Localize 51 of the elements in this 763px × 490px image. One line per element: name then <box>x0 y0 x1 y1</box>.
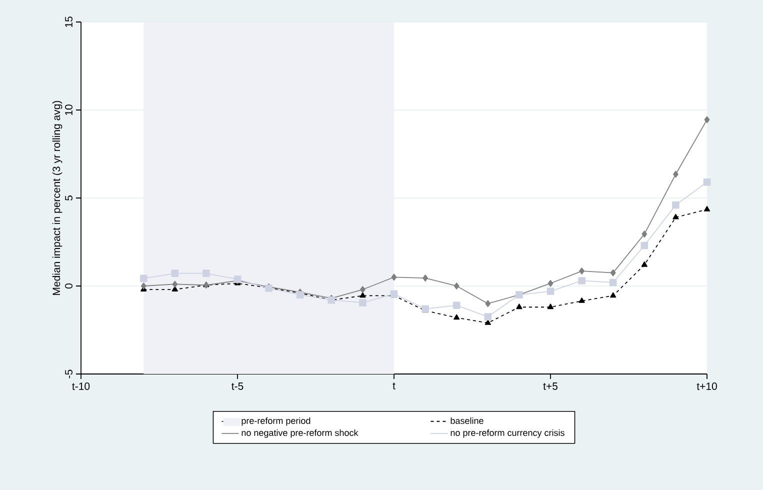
x-tick-label: t+10 <box>696 382 717 390</box>
point <box>485 300 491 308</box>
point <box>642 230 648 238</box>
y-tick-label: 5 <box>65 196 72 200</box>
point <box>454 282 460 290</box>
x-tick-label: t-5 <box>232 382 244 390</box>
point <box>171 270 179 277</box>
point <box>452 302 460 310</box>
y-tick-label: 15 <box>65 16 72 28</box>
x-tick-label: t+5 <box>543 382 558 390</box>
point <box>672 214 679 220</box>
legend-label: no pre-reform currency crisis <box>450 429 564 438</box>
point <box>578 298 585 303</box>
text: pre-reform period <box>242 417 310 426</box>
point <box>391 274 397 281</box>
point <box>610 269 616 276</box>
point <box>172 286 178 292</box>
point <box>360 292 366 298</box>
point <box>516 304 522 310</box>
point <box>609 278 617 286</box>
point <box>641 261 648 267</box>
point <box>578 277 586 284</box>
point <box>703 178 711 186</box>
point <box>140 282 146 290</box>
point <box>359 299 366 306</box>
point <box>672 201 680 209</box>
point <box>172 280 178 288</box>
point <box>140 274 148 282</box>
point <box>579 268 585 274</box>
y-tick-label: -5 <box>65 370 72 378</box>
legend-label: baseline <box>450 417 484 424</box>
legend-label: no negative pre-reform shock <box>242 429 358 438</box>
point <box>704 206 710 212</box>
y-tick-label: 0 <box>65 283 72 289</box>
x-tick-label: t <box>392 382 396 390</box>
point <box>547 304 554 310</box>
point <box>704 116 710 124</box>
point <box>360 286 366 293</box>
point <box>640 242 648 250</box>
point <box>202 270 210 277</box>
point <box>454 314 460 320</box>
point <box>673 170 678 178</box>
point <box>610 292 616 298</box>
point <box>422 274 428 282</box>
point <box>546 288 554 295</box>
y-axis-title: Median impact in percent (3 yr rolling avg) <box>52 100 62 295</box>
point <box>484 313 492 320</box>
y-tick-label: 10 <box>65 104 72 116</box>
point <box>548 280 554 287</box>
x-tick-label: t-10 <box>72 382 90 390</box>
point <box>296 291 304 298</box>
